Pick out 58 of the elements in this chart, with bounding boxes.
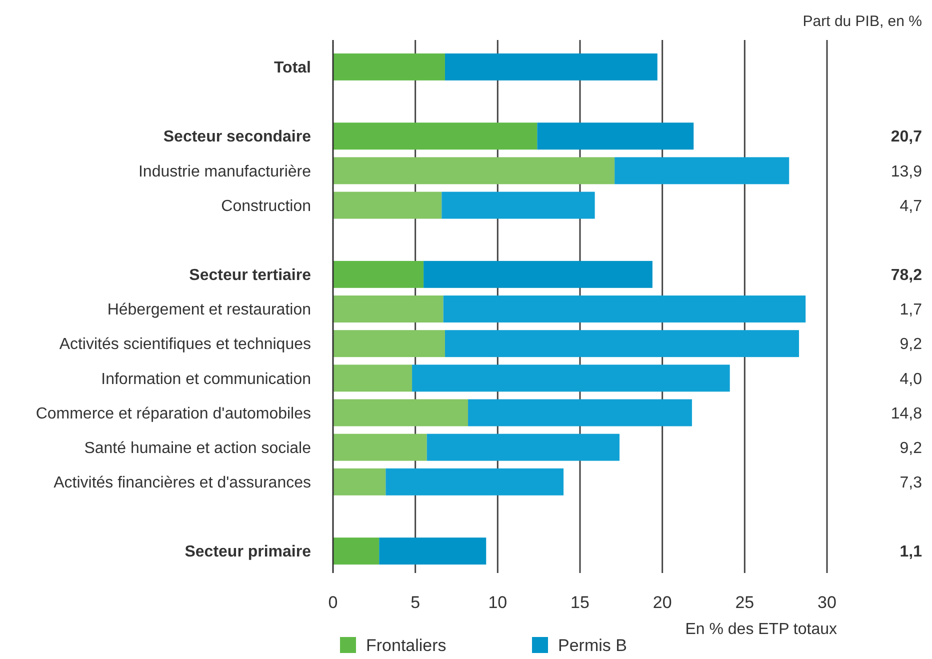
x-axis-title: En % des ETP totaux bbox=[685, 621, 837, 638]
y-tick-label: Information et communication bbox=[101, 370, 311, 388]
bar bbox=[333, 296, 444, 322]
y-tick-label: Hébergement et restauration bbox=[107, 302, 311, 319]
bar bbox=[426, 434, 620, 461]
bar bbox=[386, 468, 564, 496]
text: Part du PIB, en % bbox=[802, 13, 922, 30]
bar bbox=[333, 468, 386, 496]
text: 1,7 bbox=[900, 302, 922, 319]
bar bbox=[443, 296, 806, 322]
bar bbox=[412, 364, 730, 392]
text: 13,9 bbox=[890, 163, 922, 180]
y-tick-label: Total bbox=[274, 60, 311, 77]
bar bbox=[424, 260, 652, 288]
text: 78,2 bbox=[890, 267, 922, 284]
text: 14,8 bbox=[890, 405, 922, 422]
text: 4,0 bbox=[900, 370, 922, 388]
y-tick-label: Secteur secondaire bbox=[163, 128, 312, 146]
y-tick-label: Commerce et réparation d'automobiles bbox=[36, 405, 311, 422]
x-tick-label: 25 bbox=[735, 593, 754, 612]
bar bbox=[333, 364, 412, 392]
text: 20,7 bbox=[890, 128, 922, 146]
text: 9,2 bbox=[900, 336, 922, 354]
bar bbox=[333, 434, 427, 461]
x-tick-label: 10 bbox=[488, 593, 508, 612]
legend-label: Frontaliers bbox=[366, 636, 446, 655]
y-tick-label: Construction bbox=[221, 198, 311, 215]
text: 4,7 bbox=[900, 198, 922, 215]
bar bbox=[468, 399, 692, 426]
y-tick-label: Activités scientifiques et techniques bbox=[59, 336, 311, 354]
bar bbox=[444, 53, 658, 80]
text: 9,2 bbox=[900, 440, 922, 457]
x-tick-label: 20 bbox=[652, 593, 672, 612]
y-tick-label: Secteur primaire bbox=[184, 544, 312, 561]
x-tick-label: 30 bbox=[818, 593, 836, 612]
bar bbox=[333, 330, 445, 358]
bar bbox=[333, 157, 615, 184]
y-tick-label: Santé humaine et action sociale bbox=[84, 440, 312, 457]
y-tick-label: Industrie manufacturière bbox=[138, 163, 312, 180]
bar bbox=[333, 399, 468, 426]
bar bbox=[333, 538, 380, 565]
x-tick-label: 15 bbox=[570, 593, 590, 612]
bar bbox=[614, 157, 790, 184]
bar bbox=[333, 53, 445, 80]
bar bbox=[444, 330, 800, 358]
text: 1,1 bbox=[900, 544, 922, 561]
y-tick-label: Secteur tertiaire bbox=[189, 267, 312, 284]
bar bbox=[442, 192, 595, 219]
bar bbox=[333, 122, 538, 150]
text: 7,3 bbox=[900, 474, 922, 492]
bar bbox=[333, 192, 442, 219]
bar bbox=[333, 260, 424, 288]
bar bbox=[537, 122, 694, 150]
x-tick-label: 5 bbox=[410, 593, 420, 612]
y-tick-label: Activités financières et d'assurances bbox=[54, 474, 311, 492]
legend-label: Permis B bbox=[558, 636, 627, 655]
x-tick-label: 0 bbox=[328, 593, 338, 612]
bar bbox=[379, 538, 486, 565]
